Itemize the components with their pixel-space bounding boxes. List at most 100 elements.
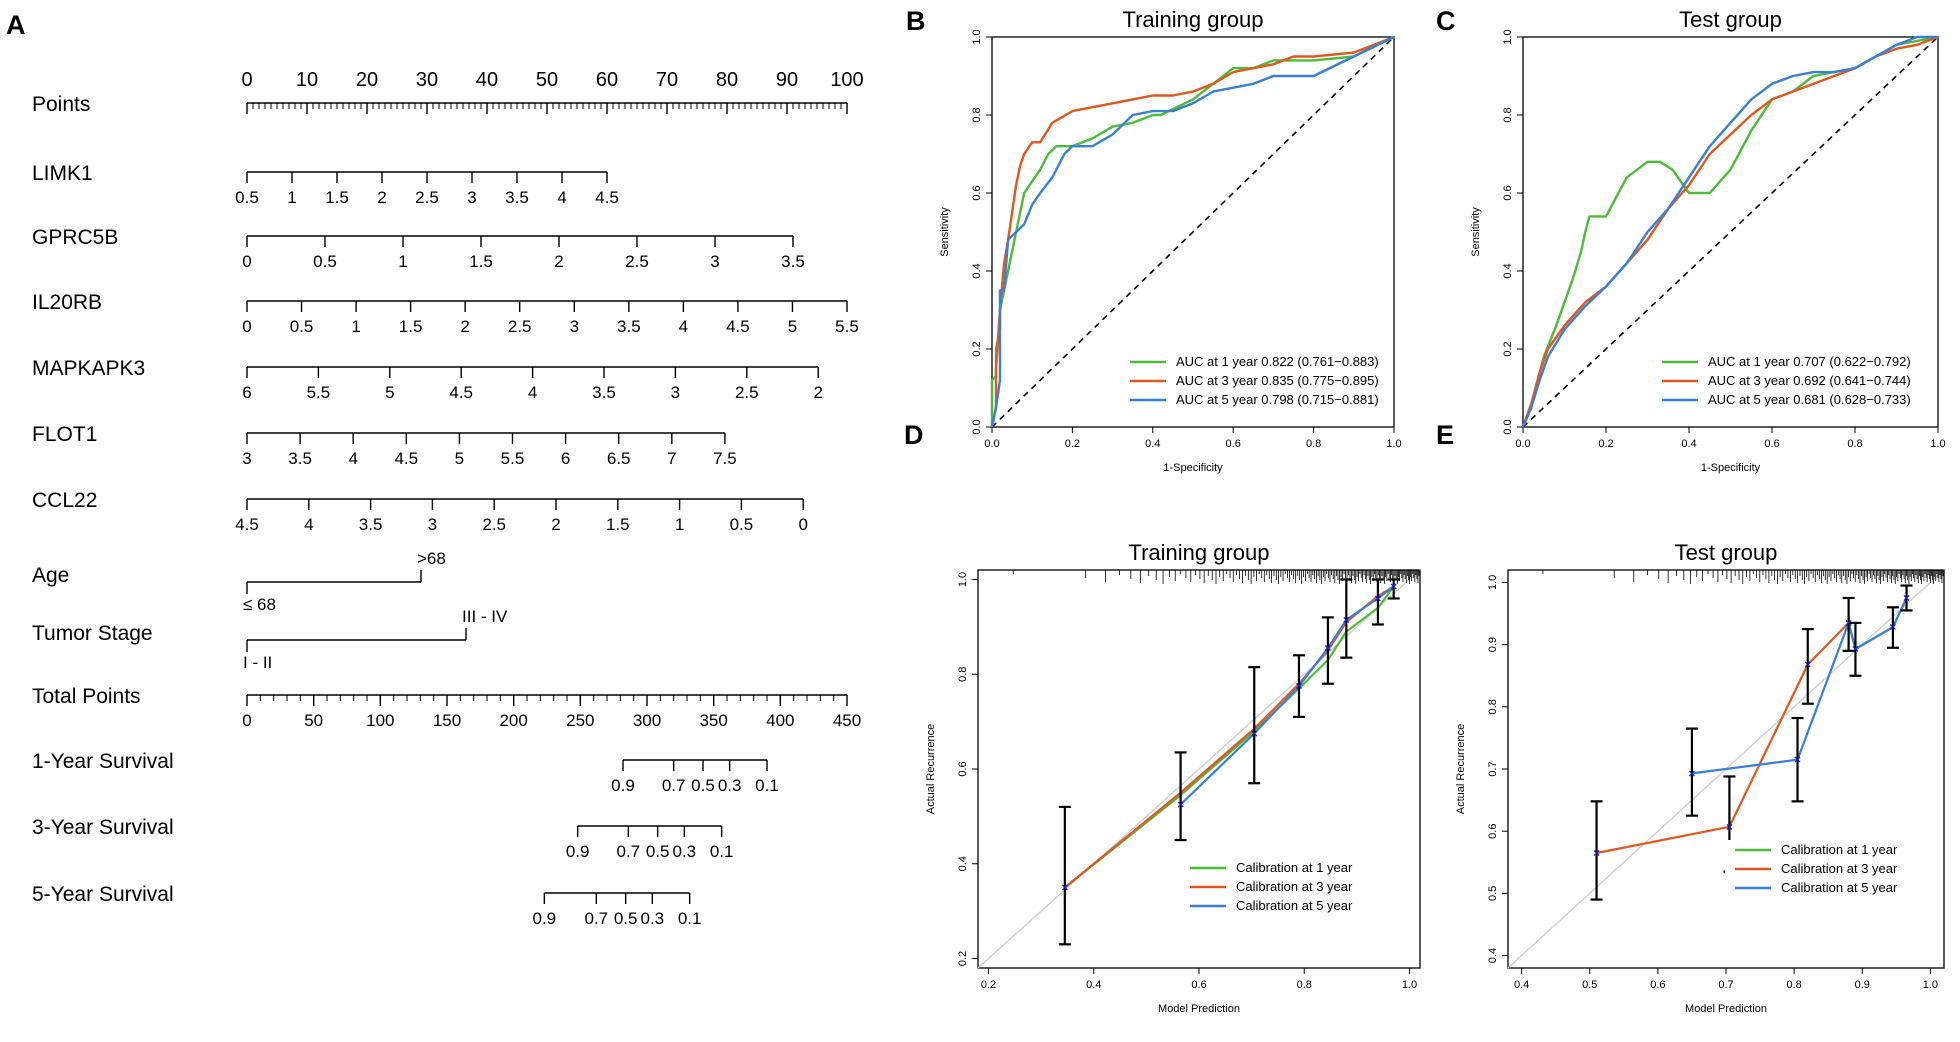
x-tick-label: 1.0 — [1386, 438, 1401, 450]
tick-label: 0 — [242, 252, 251, 271]
y-tick-label: 0.4 — [957, 856, 969, 871]
tick-label: 4.5 — [449, 383, 473, 402]
tick-label: 400 — [766, 711, 794, 730]
tick-label: >68 — [417, 549, 446, 568]
tick-label: 7.5 — [713, 449, 737, 468]
tick-label: 4 — [528, 383, 537, 402]
legend-label: AUC at 5 year 0.681 (0.628−0.733) — [1708, 392, 1911, 407]
legend: Calibration at 1 year Calibration at 3 ye… — [1180, 858, 1400, 923]
y-tick-label: 1.0 — [957, 572, 969, 587]
x-axis-label: 1-Specificity — [1163, 462, 1223, 474]
tick-label: 4.5 — [726, 317, 750, 336]
tick-label: 0.5 — [646, 842, 670, 861]
x-tick-label: 0.2 — [981, 979, 996, 991]
tick-label: 0.1 — [755, 776, 779, 795]
panel-letter-e: E — [1436, 420, 1454, 450]
tick-label: 6.5 — [607, 449, 631, 468]
reference-diagonal — [1522, 36, 1939, 428]
panel-letter-b: B — [906, 6, 926, 36]
row-label-gprc5b: GPRC5B — [32, 226, 118, 249]
tick-label: 0.7 — [617, 842, 641, 861]
tick-label: 1 — [287, 188, 296, 207]
tick-label: 0 — [798, 515, 807, 534]
tick-label: 1.5 — [325, 188, 349, 207]
tick-label: 2 — [813, 383, 822, 402]
tick-label: 2 — [377, 188, 386, 207]
y-tick-label: 0.8 — [971, 107, 983, 122]
tick-label: 0 — [242, 317, 251, 336]
tick-label: 80 — [716, 69, 738, 91]
x-tick-label: 0.5 — [1582, 979, 1597, 991]
tick-label: 0.5 — [290, 317, 314, 336]
y-tick-label: 0.6 — [957, 761, 969, 776]
tick-label: 1.5 — [469, 252, 493, 271]
tick-label: 2.5 — [508, 317, 532, 336]
tick-label: 40 — [476, 69, 498, 91]
legend-label: Calibration at 1 year — [1236, 860, 1353, 875]
tick-label: 0.3 — [641, 909, 665, 928]
y-tick-label: 1.0 — [1502, 29, 1514, 44]
plot-frame — [1522, 36, 1939, 428]
x-tick-label: 1.0 — [1923, 979, 1938, 991]
series-line-3 — [990, 35, 1395, 428]
row-label-3-year-survival: 3-Year Survival — [32, 816, 174, 839]
panel-letter-c: C — [1436, 6, 1456, 36]
chart-title: Training group — [1128, 540, 1269, 565]
tick-label: 3.5 — [592, 383, 616, 402]
row-label-points: Points — [32, 93, 90, 116]
x-tick-label: 0.2 — [1065, 438, 1080, 450]
calibration-point: × — [1295, 679, 1302, 693]
tick-label: 5 — [788, 317, 797, 336]
tick-label: 3 — [428, 515, 437, 534]
tick-label: 20 — [356, 69, 378, 91]
tick-label: 0.5 — [730, 515, 754, 534]
y-tick-label: 0.8 — [1487, 699, 1499, 714]
tick-label: 250 — [566, 711, 594, 730]
calibration-point: × — [1804, 658, 1811, 672]
tick-label: 3 — [671, 383, 680, 402]
x-tick-label: 0.4 — [1681, 438, 1696, 450]
chart-title: Training group — [1122, 7, 1263, 32]
tick-label: 2.5 — [482, 515, 506, 534]
tick-label: 50 — [304, 711, 323, 730]
x-tick-label: 0.0 — [984, 438, 999, 450]
row-label-flot1: FLOT1 — [32, 423, 97, 446]
calibration-point: × — [1324, 641, 1331, 655]
tick-label: 1.5 — [606, 515, 630, 534]
y-axis-label: Sensitivity — [1470, 207, 1482, 257]
tick-label: 0.9 — [611, 776, 635, 795]
legend-box — [1652, 352, 1932, 417]
tick-label: 1 — [675, 515, 684, 534]
x-axis-label: Model Prediction — [1158, 1003, 1240, 1015]
x-axis-label: Model Prediction — [1685, 1003, 1767, 1015]
calibration-point: × — [1852, 642, 1859, 656]
panel-letter-d: D — [904, 420, 924, 450]
tick-label: 4 — [304, 515, 313, 534]
row-label-mapkapk3: MAPKAPK3 — [32, 357, 145, 380]
y-tick-label: 0.2 — [971, 341, 983, 356]
chart-title: Test group — [1679, 7, 1782, 32]
tick-label: 2 — [551, 515, 560, 534]
x-tick-label: 0.4 — [1086, 979, 1101, 991]
tick-label: 10 — [296, 69, 318, 91]
x-tick-label: 0.4 — [1145, 438, 1160, 450]
legend: Calibration at 1 year Calibration at 3 ye… — [1725, 840, 1935, 905]
x-tick-label: 0.8 — [1847, 438, 1862, 450]
tick-label: 2.5 — [415, 188, 439, 207]
x-tick-label: 0.8 — [1786, 979, 1801, 991]
legend-label: AUC at 3 year 0.835 (0.775−0.895) — [1176, 373, 1379, 388]
legend-label: AUC at 1 year 0.707 (0.622−0.792) — [1708, 354, 1911, 369]
legend: AUC at 1 year 0.822 (0.761−0.883) AUC at … — [1120, 352, 1390, 417]
tick-label: 0.1 — [678, 909, 702, 928]
x-tick-label: 1.0 — [1402, 979, 1417, 991]
plot-frame — [991, 36, 1395, 428]
legend-label: Calibration at 3 year — [1781, 861, 1898, 876]
reference-diagonal — [991, 36, 1395, 428]
x-tick-label: 0.4 — [1514, 979, 1529, 991]
tick-label: 3.5 — [359, 515, 383, 534]
tick-label: 4 — [679, 317, 688, 336]
row-label-ccl22: CCL22 — [32, 489, 97, 512]
x-tick-label: 0.8 — [1306, 438, 1321, 450]
